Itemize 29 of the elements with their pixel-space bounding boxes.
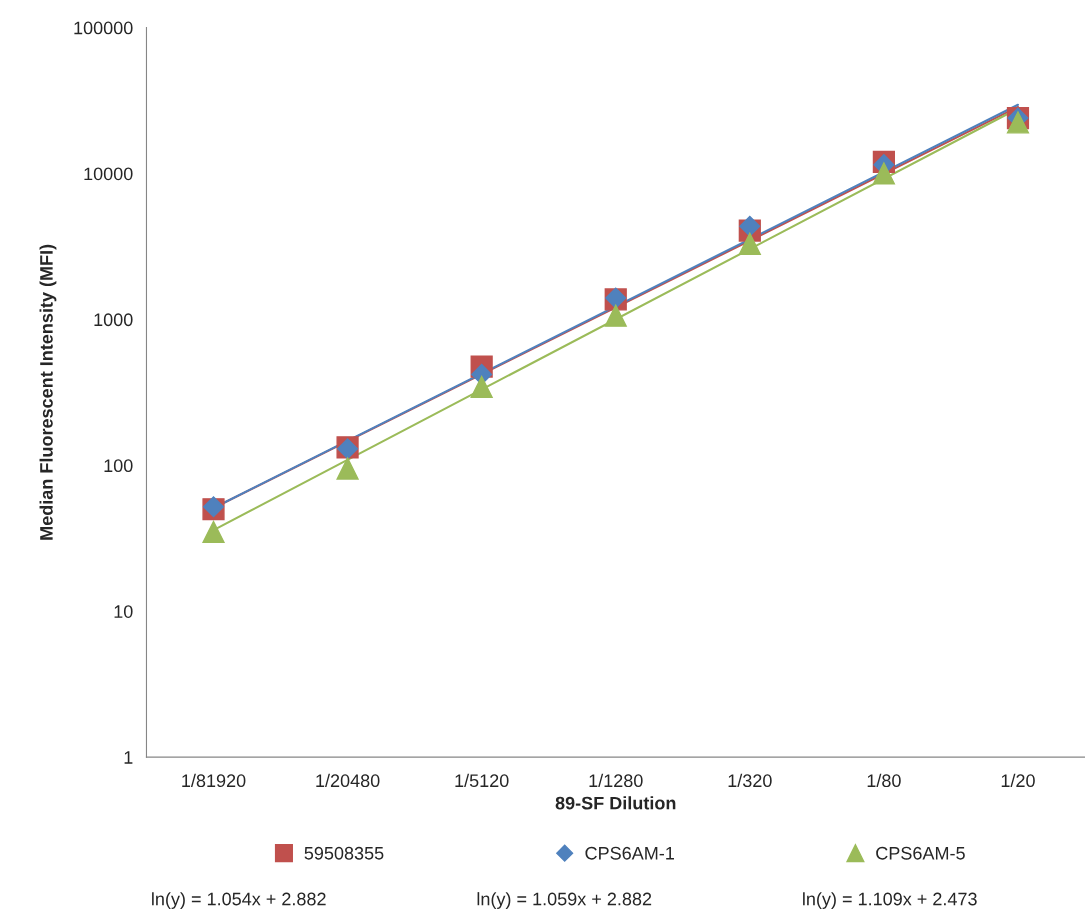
point [470, 375, 493, 398]
point [202, 520, 225, 543]
x-tick-label: 1/20 [1001, 773, 1035, 788]
legend-label: CPS6AM-5 [876, 846, 965, 860]
point [738, 232, 761, 255]
x-axis-title: 89-SF Dilution [555, 796, 676, 810]
point [1006, 111, 1030, 134]
x-tick-label: 1/1280 [589, 773, 643, 788]
text: ln(y) = 1.059x + 2.882 [477, 892, 652, 909]
x-tick-label: 1/81920 [182, 773, 246, 788]
x-tick-label: 1/80 [867, 773, 901, 788]
point [872, 162, 895, 185]
y-axis-title: Median Fluorescent Intensity (MFI) [39, 244, 57, 540]
point [739, 215, 761, 237]
y-tick-label: 1 [124, 751, 133, 764]
legend-label: CPS6AM-1 [585, 846, 674, 860]
text: ln(y) = 1.109x + 2.473 [803, 892, 977, 909]
x-tick-label: 1/20480 [316, 773, 380, 788]
point [604, 304, 627, 327]
y-tick-label: 1000 [94, 313, 133, 327]
x-tick-label: 1/320 [728, 773, 772, 788]
y-tick-label: 100 [104, 459, 133, 473]
y-tick-label: 100000 [74, 21, 133, 35]
y-tick-label: 10000 [84, 167, 133, 181]
text: ln(y) = 1.054x + 2.882 [152, 892, 326, 909]
x-tick-label: 1/5120 [455, 773, 509, 788]
legend-label: 59508355 [304, 846, 384, 860]
y-tick-label: 10 [114, 605, 133, 618]
point [336, 457, 359, 480]
